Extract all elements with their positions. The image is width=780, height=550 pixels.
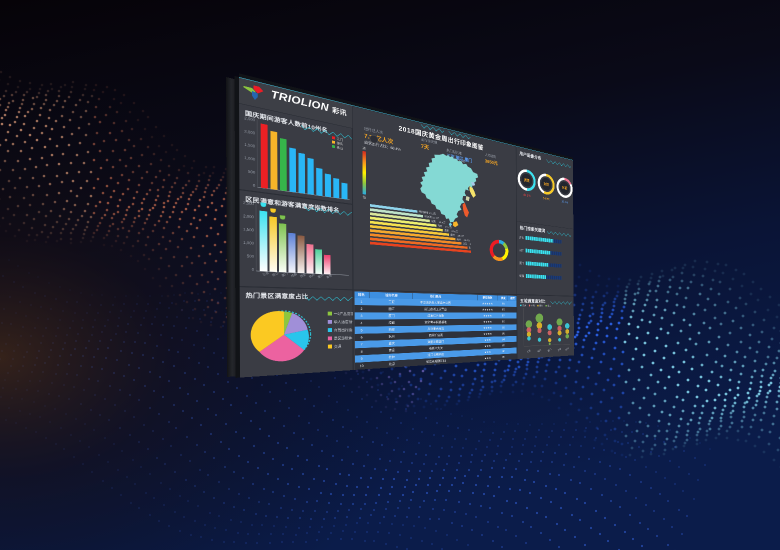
svg-text:城市名称: 城市名称 [385, 293, 398, 298]
svg-text:西湖千岛湖: 西湖千岛湖 [429, 333, 443, 338]
svg-text:★★★: ★★★ [484, 351, 491, 355]
svg-text:6: 6 [361, 336, 363, 340]
svg-text:3: 3 [361, 314, 363, 318]
svg-text:成都: 成都 [519, 273, 524, 278]
svg-text:★★★: ★★★ [484, 345, 491, 349]
svg-text:95: 95 [502, 308, 505, 311]
svg-text:1: 1 [360, 300, 362, 304]
svg-text:自驾出行路线: 自驾出行路线 [334, 328, 353, 333]
svg-text:低: 低 [363, 195, 367, 200]
svg-text:成都: 成都 [557, 347, 562, 352]
svg-text:亚龙湾热带天堂森林公园: 亚龙湾热带天堂森林公园 [420, 301, 451, 306]
svg-text:栈桥八大关: 栈桥八大关 [429, 346, 443, 351]
svg-text:交通: 交通 [334, 344, 341, 349]
svg-text:排名: 排名 [358, 293, 365, 298]
svg-text:景点: 景点 [548, 305, 551, 308]
svg-text:洪崖洞磁器口: 洪崖洞磁器口 [427, 340, 444, 345]
svg-text:青岛: 青岛 [389, 348, 395, 353]
svg-text:★★★★★: ★★★★★ [482, 308, 493, 311]
svg-text:推荐指数: 推荐指数 [483, 296, 493, 300]
svg-text:华人酒店预订: 华人酒店预订 [334, 320, 353, 325]
svg-text:重庆: 重庆 [389, 341, 395, 346]
svg-text:交通: 交通 [522, 304, 526, 307]
svg-text:98: 98 [502, 303, 505, 306]
svg-text:餐饮: 餐饮 [539, 304, 542, 307]
svg-text:丽江: 丽江 [519, 248, 524, 252]
svg-text:桂林: 桂林 [389, 355, 395, 360]
svg-text:2,000: 2,000 [243, 214, 254, 220]
svg-text:★★★★★: ★★★★★ [482, 302, 493, 306]
svg-text:热门景点: 热门景点 [430, 294, 441, 298]
svg-text:南京 41.5万: 南京 41.5万 [469, 246, 471, 250]
svg-text:45.2%: 45.2% [523, 194, 530, 198]
svg-text:82: 82 [502, 344, 505, 347]
svg-text:80: 80 [502, 350, 505, 353]
svg-text:厦门: 厦门 [389, 314, 395, 319]
svg-text:1,500: 1,500 [244, 143, 255, 149]
svg-text:86: 86 [502, 332, 505, 335]
svg-text:1,000: 1,000 [244, 156, 255, 162]
svg-text:4: 4 [361, 322, 363, 326]
svg-text:宽窄巷子熊猫基地: 宽窄巷子熊猫基地 [425, 320, 447, 324]
svg-text:西安: 西安 [565, 346, 570, 351]
svg-text:一2产品需求: 一2产品需求 [334, 312, 353, 317]
svg-text:景区游玩体验: 景区游玩体验 [334, 336, 353, 341]
svg-text:9: 9 [361, 357, 363, 361]
svg-text:丽江: 丽江 [388, 307, 394, 312]
svg-text:78: 78 [502, 356, 505, 359]
svg-text:2,500: 2,500 [244, 116, 255, 123]
svg-text:84: 84 [502, 338, 505, 341]
svg-text:趋势: 趋势 [510, 296, 515, 300]
svg-text:三亚: 三亚 [388, 301, 394, 305]
svg-text:★★★★: ★★★★ [483, 326, 492, 330]
svg-text:佛山: 佛山 [337, 145, 343, 151]
svg-text:厦门: 厦门 [547, 347, 552, 352]
svg-text:★★★: ★★★ [485, 357, 492, 361]
svg-text:15.7%: 15.7% [562, 200, 568, 204]
svg-text:住宿: 住宿 [531, 304, 535, 307]
svg-text:500: 500 [247, 254, 254, 259]
svg-text:厦门: 厦门 [519, 261, 524, 266]
svg-text:★★★★: ★★★★ [483, 332, 492, 336]
svg-text:0: 0 [253, 184, 256, 189]
svg-text:三亚: 三亚 [526, 349, 531, 354]
svg-text:8: 8 [361, 350, 363, 354]
svg-text:高: 高 [362, 146, 365, 151]
svg-text:2,000: 2,000 [244, 129, 255, 136]
svg-text:2: 2 [361, 307, 363, 311]
svg-text:三亚: 三亚 [519, 235, 524, 239]
svg-text:7: 7 [361, 343, 363, 347]
svg-text:杭州: 杭州 [389, 334, 395, 339]
svg-text:★★★★: ★★★★ [483, 314, 492, 317]
svg-text:★★★★: ★★★★ [483, 320, 492, 323]
svg-text:5: 5 [361, 329, 363, 333]
svg-text:2,500: 2,500 [243, 201, 254, 207]
svg-text:1,500: 1,500 [243, 227, 254, 233]
svg-text:500: 500 [248, 170, 255, 176]
svg-text:★★★: ★★★ [484, 338, 491, 342]
svg-text:北京: 北京 [389, 362, 395, 367]
svg-text:92: 92 [502, 314, 505, 317]
svg-text:1,000: 1,000 [243, 241, 254, 246]
svg-text:88: 88 [502, 326, 505, 329]
svg-text:兵马俑大雁塔: 兵马俑大雁塔 [427, 327, 444, 332]
svg-text:热度: 热度 [501, 296, 506, 300]
svg-text:0: 0 [252, 268, 255, 273]
svg-text:西安: 西安 [389, 327, 395, 332]
svg-text:10: 10 [360, 364, 364, 368]
svg-text:成都: 成都 [389, 321, 395, 326]
svg-text:鼓浪屿环岛路: 鼓浪屿环岛路 [427, 314, 444, 318]
svg-text:54.8%: 54.8% [543, 197, 550, 201]
svg-text:丽江: 丽江 [537, 348, 542, 354]
svg-text:丽江古城玉龙雪山: 丽江古城玉龙雪山 [424, 307, 446, 311]
svg-text:90: 90 [502, 320, 505, 323]
